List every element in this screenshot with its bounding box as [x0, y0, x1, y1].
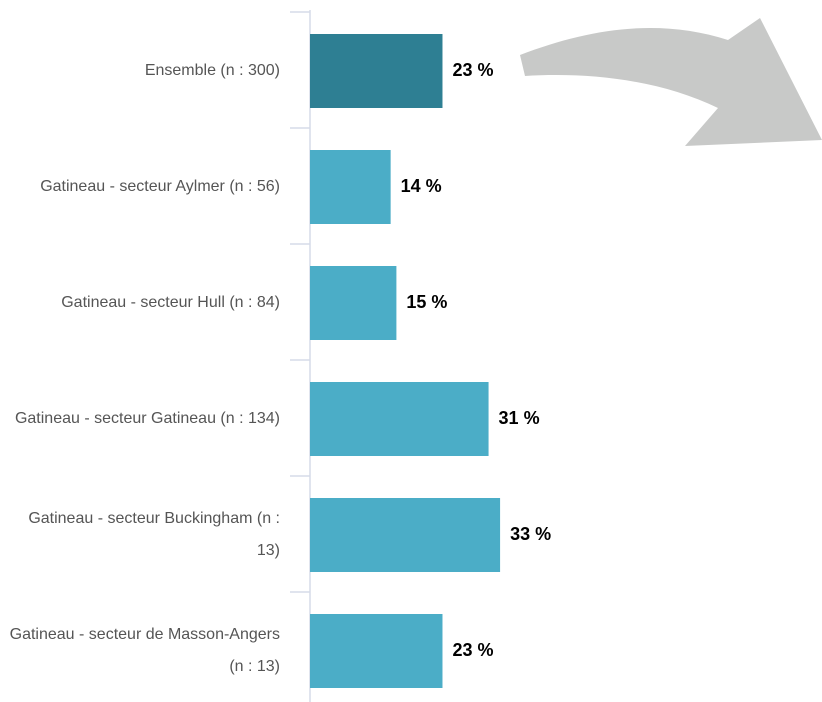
bar	[310, 34, 443, 108]
bar	[310, 614, 443, 688]
category-label: Gatineau - secteur Gatineau (n : 134)	[14, 410, 280, 427]
value-label: 33 %	[510, 524, 552, 544]
value-label: 15 %	[406, 292, 448, 312]
value-label: 14 %	[400, 176, 442, 196]
value-label: 23 %	[452, 640, 494, 660]
category-label: Ensemble (n : 300)	[144, 62, 280, 79]
category-label: Gatineau - secteur de Masson-Angers (n :…	[9, 626, 280, 675]
category-label: Gatineau - secteur Aylmer (n : 56)	[40, 178, 280, 195]
bar	[310, 498, 501, 572]
category-separators	[290, 11, 310, 593]
bar	[310, 382, 489, 456]
decorative-arrow	[520, 18, 822, 146]
category-label: Gatineau - secteur Hull (n : 84)	[61, 294, 280, 311]
value-label: 31 %	[498, 408, 540, 428]
category-label: Gatineau - secteur Buckingham (n : 13)	[28, 510, 280, 559]
bar	[310, 150, 391, 224]
value-label: 23 %	[452, 60, 494, 80]
bar	[310, 266, 397, 340]
